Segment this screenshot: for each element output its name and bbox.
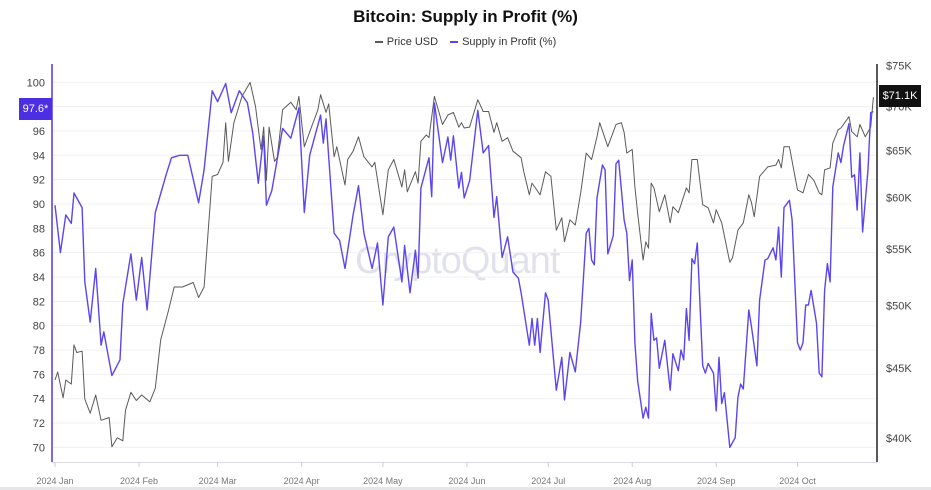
- legend-item-supply[interactable]: Supply in Profit (%): [450, 36, 556, 48]
- supply-swatch: [450, 41, 459, 43]
- legend-label-price: Price USD: [386, 36, 439, 48]
- x-tick-label: 2024 Feb: [120, 476, 158, 486]
- y-left-tick-label: 84: [33, 272, 45, 284]
- price-swatch: [374, 41, 383, 43]
- legend-item-price[interactable]: Price USD: [374, 36, 439, 48]
- y-left-tick-label: 88: [33, 223, 45, 235]
- x-tick-label: 2024 Aug: [613, 476, 651, 486]
- y-right-tick-label: $60K: [886, 193, 912, 205]
- x-tick-label: 2024 May: [363, 476, 403, 486]
- x-tick-label: 2024 Jun: [448, 476, 485, 486]
- y-left-tick-label: 82: [33, 296, 45, 308]
- watermark-logo: CryptoQuant: [355, 240, 560, 282]
- y-left-tick-label: 86: [33, 248, 45, 260]
- bottom-border: [0, 487, 931, 490]
- y-left-tick-label: 76: [33, 369, 45, 381]
- y-right-tick-label: $55K: [886, 244, 912, 256]
- y-right-tick-label: $40K: [886, 433, 912, 445]
- x-tick-label: 2024 Apr: [284, 476, 320, 486]
- x-tick-label: 2024 Jul: [531, 476, 565, 486]
- x-tick-label: 2024 Mar: [199, 476, 237, 486]
- y-left-tick-label: 74: [33, 394, 45, 406]
- y-left-tick-label: 80: [33, 321, 45, 333]
- y-left-tick-label: 96: [33, 126, 45, 138]
- y-left-tick-label: 70: [33, 442, 45, 454]
- y-right-tick-label: $65K: [886, 145, 912, 157]
- current-supply-badge: 97.6*: [19, 98, 52, 120]
- legend: Price USD Supply in Profit (%): [0, 36, 931, 48]
- chart-title: Bitcoin: Supply in Profit (%): [353, 7, 578, 26]
- current-price-badge: $71.1K: [879, 85, 921, 107]
- y-left-tick-label: 72: [33, 418, 45, 430]
- y-right-tick-label: $50K: [886, 301, 912, 313]
- x-tick-label: 2024 Sep: [697, 476, 736, 486]
- y-left-tick-label: 94: [33, 150, 45, 162]
- price-usd-line: [54, 81, 874, 448]
- y-right-tick-label: $75K: [886, 61, 912, 73]
- supply-in-profit-line: [54, 82, 874, 449]
- y-left-tick-label: 78: [33, 345, 45, 357]
- y-left-tick-label: 92: [33, 175, 45, 187]
- x-tick-label: 2024 Jan: [36, 476, 73, 486]
- y-right-tick-label: $45K: [886, 363, 912, 375]
- y-left-tick-label: 90: [33, 199, 45, 211]
- legend-label-supply: Supply in Profit (%): [462, 36, 557, 48]
- x-tick-label: 2024 Oct: [779, 476, 816, 486]
- y-left-tick-label: 100: [27, 77, 45, 89]
